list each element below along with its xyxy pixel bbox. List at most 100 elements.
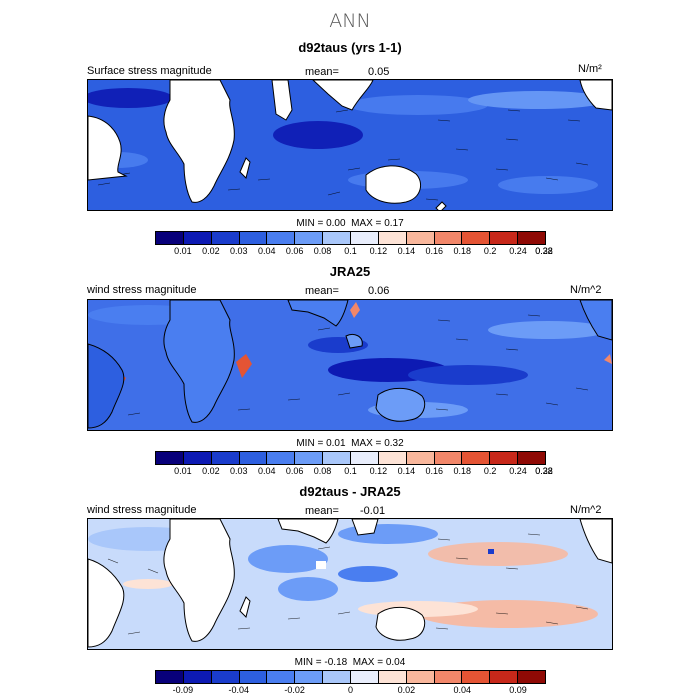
colorbar-swatch	[490, 671, 519, 683]
colorbar-swatch	[156, 671, 184, 683]
colorbar-tick-label: 0.01	[174, 246, 192, 256]
colorbar-swatch	[490, 232, 519, 244]
units-label: N/m^2	[570, 284, 602, 296]
colorbar-tick-label: 0.14	[397, 466, 416, 476]
colorbar-tick-label: 0.1	[344, 246, 357, 256]
colorbar-tick-label: 0.18	[453, 466, 471, 476]
minmax-label: MIN = 0.00 MAX = 0.17	[296, 218, 404, 229]
panel-variable-label: wind stress magnitude	[87, 284, 197, 296]
colorbar-tick-label: 0.14	[397, 246, 416, 256]
colorbar-swatch	[323, 671, 352, 683]
colorbar-tick-label: 0.12	[369, 246, 388, 256]
colorbar	[155, 451, 546, 465]
colorbar-tick-label: 0.16	[425, 246, 444, 256]
map-panel-2	[87, 299, 613, 431]
colorbar-tick-label: 0.2	[483, 466, 497, 476]
mean-value: -0.01	[360, 505, 386, 517]
colorbar-tick-label: 0.1	[344, 466, 357, 476]
colorbar-swatch	[378, 232, 407, 244]
colorbar-swatch	[434, 452, 463, 464]
colorbar-swatch	[211, 671, 240, 683]
panel-title: JRA25	[329, 264, 371, 279]
mean-label: mean=	[305, 285, 339, 297]
colorbar-swatch	[183, 232, 212, 244]
colorbar-tick-label: -0.04	[228, 685, 250, 695]
colorbar-swatch	[156, 452, 184, 464]
colorbar-swatch	[518, 671, 546, 683]
mean-value: 0.05	[368, 66, 390, 78]
map-plot	[88, 80, 612, 210]
colorbar-tick-label: 0.08	[313, 466, 332, 476]
colorbar-tick-label: 0.12	[369, 466, 388, 476]
map-panel-1	[87, 79, 613, 211]
colorbar-tick-label: -0.02	[284, 685, 305, 695]
colorbar-swatch	[239, 671, 268, 683]
colorbar-tick-label: 0.02	[202, 466, 220, 476]
colorbar-swatch	[351, 671, 379, 683]
wind-vectors	[97, 109, 589, 201]
colorbar-tick-label: 0.32	[535, 466, 553, 476]
colorbar-tick-label: 0.03	[230, 246, 248, 256]
mean-value: 0.06	[368, 285, 390, 297]
colorbar-ticks: -0.09 -0.04 -0.02 0 0.02 0.04 0.09	[155, 685, 546, 697]
colorbar-swatch	[323, 452, 352, 464]
colorbar-swatch	[239, 232, 268, 244]
colorbar-swatch	[378, 452, 407, 464]
colorbar-tick-label: 0	[347, 685, 354, 695]
colorbar-swatch	[434, 232, 463, 244]
colorbar-swatch	[462, 671, 491, 683]
colorbar-ticks: 0.01 0.02 0.03 0.04 0.06 0.08 0.1 0.12 0.14 0.16 0…	[155, 246, 553, 258]
colorbar	[155, 670, 546, 684]
map-plot	[88, 519, 612, 649]
units-label: N/m^2	[570, 504, 602, 516]
colorbar-swatch	[406, 232, 435, 244]
colorbar-tick-label: 0.24	[509, 246, 527, 256]
colorbar-tick-label: 0.09	[509, 685, 527, 695]
colorbar-swatch	[323, 232, 352, 244]
colorbar-tick-label: 0.02	[202, 246, 220, 256]
colorbar-swatch	[267, 232, 296, 244]
colorbar-tick-label: 0.04	[453, 685, 471, 695]
colorbar-swatch	[183, 452, 212, 464]
colorbar-tick-label: 0.16	[425, 466, 444, 476]
figure-title: ANN	[329, 10, 371, 32]
panel-title: d92taus (yrs 1-1)	[298, 40, 402, 55]
minmax-label: MIN = -0.18 MAX = 0.04	[294, 657, 406, 668]
field-bands	[88, 524, 598, 628]
colorbar-swatch	[406, 452, 435, 464]
colorbar-tick-label: 0.28	[535, 466, 553, 476]
colorbar-swatch	[378, 671, 407, 683]
colorbar-swatch	[462, 232, 491, 244]
colorbar-swatch	[434, 671, 463, 683]
continents	[88, 80, 612, 210]
colorbar-swatch	[295, 452, 324, 464]
continents	[88, 300, 612, 429]
colorbar-swatch	[211, 232, 240, 244]
colorbar-tick-label: 0.06	[285, 466, 304, 476]
mean-label: mean=	[305, 66, 339, 78]
colorbar-tick-label: 0.02	[397, 685, 416, 695]
colorbar-swatch	[183, 671, 212, 683]
colorbar-swatch	[462, 452, 491, 464]
colorbar-tick-label: 0.32	[535, 246, 553, 256]
colorbar-swatch	[518, 452, 546, 464]
colorbar-tick-label: 0.28	[535, 246, 553, 256]
colorbar-swatch	[295, 671, 324, 683]
map-plot	[88, 300, 612, 430]
colorbar-swatch	[267, 452, 296, 464]
colorbar-swatch	[490, 452, 519, 464]
colorbar-swatch	[406, 671, 435, 683]
colorbar-ticks: 0.01 0.02 0.03 0.04 0.06 0.08 0.1 0.12 0.14 0.16 0…	[155, 466, 553, 478]
colorbar	[155, 231, 546, 245]
panel-variable-label: wind stress magnitude	[87, 504, 197, 516]
colorbar-tick-label: 0.06	[285, 246, 304, 256]
colorbar-swatch	[351, 232, 379, 244]
colorbar-swatch	[267, 671, 296, 683]
colorbar-swatch	[295, 232, 324, 244]
colorbar-tick-label: 0.24	[509, 466, 527, 476]
colorbar-tick-label: 0.08	[313, 246, 332, 256]
colorbar-tick-label: 0.18	[453, 246, 471, 256]
colorbar-tick-label: 0.04	[257, 246, 276, 256]
panel-title: d92taus - JRA25	[299, 484, 401, 499]
mean-label: mean=	[305, 505, 339, 517]
